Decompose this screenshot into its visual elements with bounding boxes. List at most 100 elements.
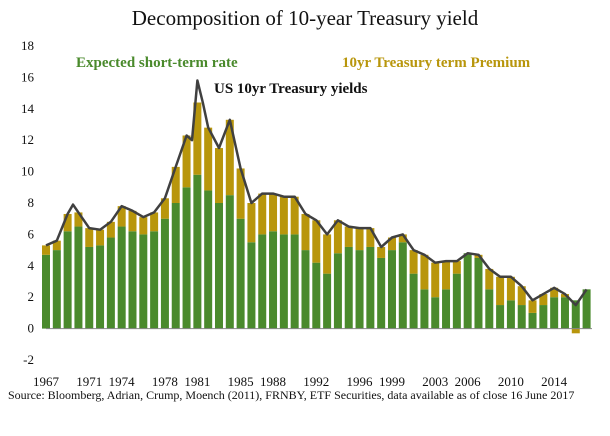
- bar-term-premium: [204, 127, 213, 191]
- bar-term-premium: [106, 221, 115, 238]
- chart-title: Decomposition of 10-year Treasury yield: [131, 6, 479, 30]
- bar-short-rate: [96, 245, 105, 329]
- legend-expected-short-term-rate: Expected short-term rate: [76, 55, 238, 71]
- bar-short-rate: [582, 289, 591, 329]
- axes-layer: -2 0 2 4 6 8 10 12 14 16 18 1967 1971 1974 1978 1981 198…: [21, 38, 592, 389]
- bar-term-premium: [182, 135, 191, 188]
- bar-term-premium: [160, 198, 169, 219]
- bar-term-premium: [452, 261, 461, 274]
- bar-term-premium: [301, 213, 310, 251]
- bar-term-premium: [344, 226, 353, 247]
- bar-term-premium: [550, 287, 559, 298]
- x-tick-label: 1971: [76, 374, 102, 389]
- bar-term-premium: [377, 246, 386, 258]
- bar-short-rate: [528, 312, 537, 329]
- y-tick-label: 2: [28, 289, 35, 304]
- bar-term-premium: [139, 217, 148, 235]
- bar-term-premium: [150, 212, 159, 232]
- bar-term-premium: [258, 193, 267, 235]
- bar-short-rate: [431, 297, 440, 329]
- x-tick-label: 1981: [184, 374, 210, 389]
- y-tick-label: 6: [28, 226, 35, 241]
- bar-term-premium: [539, 294, 548, 306]
- yield-line-layer: [45, 79, 588, 307]
- bar-term-premium: [528, 300, 537, 313]
- x-tick-label: 1996: [347, 374, 374, 389]
- bar-term-premium: [214, 148, 223, 203]
- bar-short-rate: [452, 273, 461, 329]
- bar-short-rate: [333, 253, 342, 329]
- bar-short-rate: [225, 195, 234, 329]
- bar-short-rate: [74, 226, 83, 329]
- bar-short-rate: [312, 262, 321, 329]
- bar-short-rate: [366, 246, 375, 329]
- bar-term-premium: [355, 228, 364, 251]
- y-tick-label: 16: [21, 69, 35, 84]
- x-tick-label: 2006: [455, 374, 482, 389]
- x-tick-label: 1974: [109, 374, 136, 389]
- bar-term-premium: [85, 228, 94, 247]
- x-tick-label: 1992: [303, 374, 329, 389]
- bar-short-rate: [496, 305, 505, 329]
- bar-short-rate: [52, 250, 61, 329]
- source-note: Source: Bloomberg, Adrian, Crump, Moench…: [8, 388, 575, 402]
- y-tick-label: 18: [21, 38, 34, 53]
- bar-term-premium: [420, 254, 429, 290]
- bar-term-premium: [290, 196, 299, 235]
- bar-short-rate: [387, 250, 396, 329]
- x-tick-label: 2010: [498, 374, 524, 389]
- legend-term-premium: 10yr Treasury term Premium: [342, 55, 531, 71]
- bar-short-rate: [214, 203, 223, 329]
- bar-short-rate: [204, 190, 213, 329]
- bar-short-rate: [128, 231, 137, 329]
- bar-term-premium: [128, 210, 137, 232]
- y-tick-label: 0: [28, 321, 35, 336]
- y-tick-label: 12: [21, 132, 34, 147]
- bar-term-premium: [42, 245, 50, 255]
- bar-short-rate: [193, 174, 202, 329]
- bar-term-premium: [74, 212, 83, 227]
- bar-term-premium: [517, 286, 526, 306]
- bar-term-premium: [442, 261, 451, 290]
- bar-term-premium: [571, 328, 580, 334]
- bar-short-rate: [258, 234, 267, 329]
- bar-term-premium: [398, 234, 407, 243]
- bar-term-premium: [269, 193, 278, 232]
- bar-term-premium: [117, 206, 126, 227]
- bar-short-rate: [474, 257, 483, 329]
- x-tick-label: 2003: [422, 374, 448, 389]
- bar-short-rate: [506, 300, 515, 329]
- x-tick-label: 1999: [379, 374, 405, 389]
- x-tick-label: 2014: [541, 374, 568, 389]
- bar-short-rate: [442, 289, 451, 329]
- bar-short-rate: [269, 231, 278, 329]
- y-tick-label: -2: [23, 352, 34, 367]
- y-tick-label: 14: [21, 101, 35, 116]
- bar-term-premium: [333, 220, 342, 254]
- bar-term-premium: [312, 220, 321, 263]
- bar-term-premium: [409, 250, 418, 274]
- bar-short-rate: [290, 234, 299, 329]
- bar-short-rate: [301, 250, 310, 329]
- bar-short-rate: [236, 218, 245, 329]
- bar-term-premium: [323, 234, 332, 274]
- bar-short-rate: [409, 273, 418, 329]
- x-tick-label: 1967: [33, 374, 60, 389]
- bar-short-rate: [344, 246, 353, 329]
- bar-term-premium: [366, 228, 375, 247]
- bar-term-premium: [496, 276, 505, 306]
- bar-term-premium: [247, 203, 256, 243]
- series-line-us-10yr-yield: [45, 79, 588, 307]
- bar-short-rate: [160, 218, 169, 329]
- bar-short-rate: [150, 231, 159, 329]
- bar-term-premium: [193, 102, 202, 175]
- bar-term-premium: [431, 262, 440, 298]
- y-tick-label: 8: [28, 195, 35, 210]
- bar-short-rate: [377, 257, 386, 329]
- bar-term-premium: [225, 119, 234, 196]
- bar-term-premium: [171, 166, 180, 203]
- bar-short-rate: [398, 242, 407, 329]
- bar-term-premium: [52, 240, 61, 251]
- x-tick-label: 1978: [152, 374, 178, 389]
